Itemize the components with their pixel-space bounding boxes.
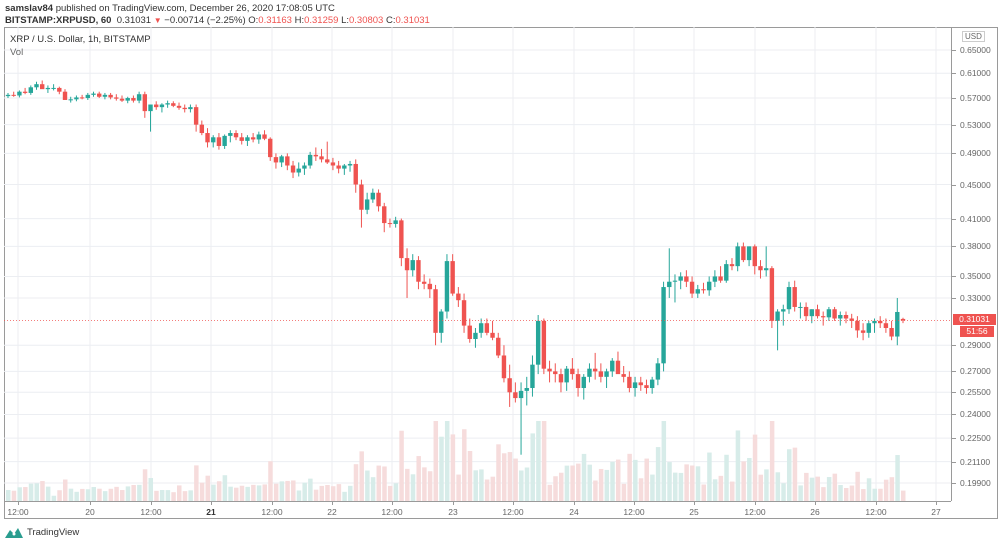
time-tick xyxy=(332,502,333,505)
time-tick-label: 21 xyxy=(206,507,216,517)
high-label: H: xyxy=(294,15,305,26)
time-tick xyxy=(936,502,937,505)
open-value: 0.31163 xyxy=(258,15,292,26)
price-change: −0.00714 (−2.25%) xyxy=(164,15,246,26)
time-tick-label: 23 xyxy=(448,507,458,517)
price-tick-label: 0.45000 xyxy=(960,179,991,190)
price-tick xyxy=(952,153,956,155)
price-tick xyxy=(952,50,956,51)
time-tick-label: 12:00 xyxy=(744,507,766,517)
countdown-tag: 51:56 xyxy=(960,326,994,338)
time-tick xyxy=(634,502,635,505)
price-axis[interactable]: 0.65000 0.61000 0.57000 0.53000 0.49000 0.450… xyxy=(951,27,999,501)
time-tick-label: 24 xyxy=(569,507,579,517)
time-tick xyxy=(151,502,152,505)
low-value: 0.30803 xyxy=(349,15,384,26)
time-tick xyxy=(453,502,454,505)
price-tick-label: 0.65000 xyxy=(960,45,991,55)
candles xyxy=(5,80,906,455)
ohlc-header: BITSTAMP:XRPUSD, 60 0.31031 ▼ −0.00714 (… xyxy=(5,15,430,26)
chart-plot-area[interactable] xyxy=(4,27,951,501)
time-tick xyxy=(815,502,816,505)
time-tick xyxy=(272,502,273,505)
time-tick-label: 25 xyxy=(689,507,699,517)
time-tick-label: 27 xyxy=(931,507,941,517)
last-price: 0.31031 xyxy=(116,15,152,26)
footer-brand: TradingView xyxy=(5,527,79,538)
high-value: 0.31259 xyxy=(304,15,339,26)
price-tick xyxy=(952,246,956,248)
price-tick-label: 0.27000 xyxy=(960,366,991,377)
author-name: samslav84 xyxy=(5,3,54,14)
time-tick xyxy=(211,502,212,505)
close-value: 0.31031 xyxy=(395,15,430,26)
time-axis[interactable]: 12:00 20 12:00 21 12:00 22 12:00 23 12:00 24 12:00… xyxy=(4,501,951,520)
price-tick-label: 0.22500 xyxy=(960,433,991,444)
currency-label[interactable]: USD xyxy=(962,31,985,42)
price-tick xyxy=(952,392,956,394)
price-tick-label: 0.53000 xyxy=(960,119,991,130)
price-tick xyxy=(952,461,956,463)
chart-frame xyxy=(4,27,998,519)
chart-legend-title: XRP / U.S. Dollar, 1h, BITSTAMP xyxy=(10,34,151,45)
price-tick xyxy=(952,414,956,416)
time-tick-label: 12:00 xyxy=(381,507,403,517)
price-tick-label: 0.41000 xyxy=(960,213,991,224)
symbol-label: BITSTAMP:XRPUSD, 60 xyxy=(5,15,112,26)
time-tick-label: 12:00 xyxy=(865,507,887,517)
time-tick xyxy=(392,502,393,505)
price-tick-label: 0.57000 xyxy=(960,93,991,104)
volume-bars xyxy=(6,421,906,501)
price-tick-label: 0.19900 xyxy=(960,478,991,488)
price-tick xyxy=(952,73,956,75)
price-tick-label: 0.35000 xyxy=(960,271,991,282)
price-tick xyxy=(952,276,956,278)
time-tick xyxy=(755,502,756,505)
price-tick xyxy=(952,345,956,347)
time-tick xyxy=(90,502,91,505)
time-tick-label: 12:00 xyxy=(7,507,29,517)
volume-legend: Vol xyxy=(10,47,24,58)
price-tick-label: 0.49000 xyxy=(960,148,991,159)
price-tick-label: 0.25500 xyxy=(960,387,991,398)
candlestick-chart[interactable] xyxy=(4,27,951,501)
time-tick-label: 12:00 xyxy=(623,507,645,517)
time-tick-label: 12:00 xyxy=(261,507,283,517)
price-tick-label: 0.61000 xyxy=(960,68,991,79)
price-tick-label: 0.21100 xyxy=(960,456,991,467)
time-tick-label: 22 xyxy=(327,507,337,517)
price-tick-label: 0.29000 xyxy=(960,340,991,351)
time-tick xyxy=(876,502,877,505)
time-tick-label: 26 xyxy=(810,507,820,517)
price-tick-label: 0.24000 xyxy=(960,409,991,420)
current-price-tag: 0.31031 xyxy=(953,314,996,326)
price-tick xyxy=(952,438,956,440)
price-tick xyxy=(952,218,956,220)
price-tick xyxy=(952,98,956,100)
price-tick xyxy=(952,371,956,373)
time-tick xyxy=(513,502,514,505)
brand-name: TradingView xyxy=(27,527,80,538)
time-tick-label: 12:00 xyxy=(502,507,524,517)
price-tick xyxy=(952,124,956,126)
time-tick-label: 20 xyxy=(85,507,95,517)
publish-info: samslav84 published on TradingView.com, … xyxy=(5,3,335,14)
price-tick xyxy=(952,184,956,186)
price-tick-label: 0.38000 xyxy=(960,241,991,252)
time-tick xyxy=(694,502,695,505)
publish-text: published on TradingView.com, December 2… xyxy=(55,3,335,14)
time-tick xyxy=(574,502,575,505)
time-tick xyxy=(18,502,19,505)
low-label: L: xyxy=(341,15,349,26)
down-arrow-icon: ▼ xyxy=(153,16,162,25)
price-tick xyxy=(952,483,956,484)
open-label: O: xyxy=(248,15,259,26)
time-tick-label: 12:00 xyxy=(140,507,162,517)
close-label: C: xyxy=(385,15,396,26)
price-tick xyxy=(952,297,956,299)
tradingview-logo-icon xyxy=(5,528,23,538)
price-tick-label: 0.33000 xyxy=(960,292,991,303)
